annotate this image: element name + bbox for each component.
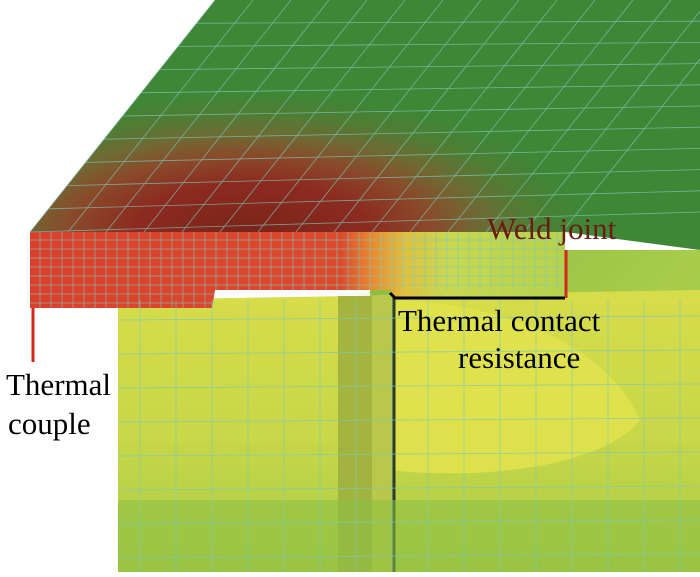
thermal-couple-label-line1: Thermal bbox=[6, 369, 111, 400]
thermal-contact-resistance-label-line1: Thermal contact bbox=[398, 305, 600, 336]
weld-joint-label: Weld joint bbox=[487, 213, 616, 244]
web-lower-band bbox=[118, 500, 700, 572]
thermal-couple-label-line2: couple bbox=[8, 408, 91, 439]
thermal-contact-resistance-label-line2: resistance bbox=[458, 342, 580, 373]
